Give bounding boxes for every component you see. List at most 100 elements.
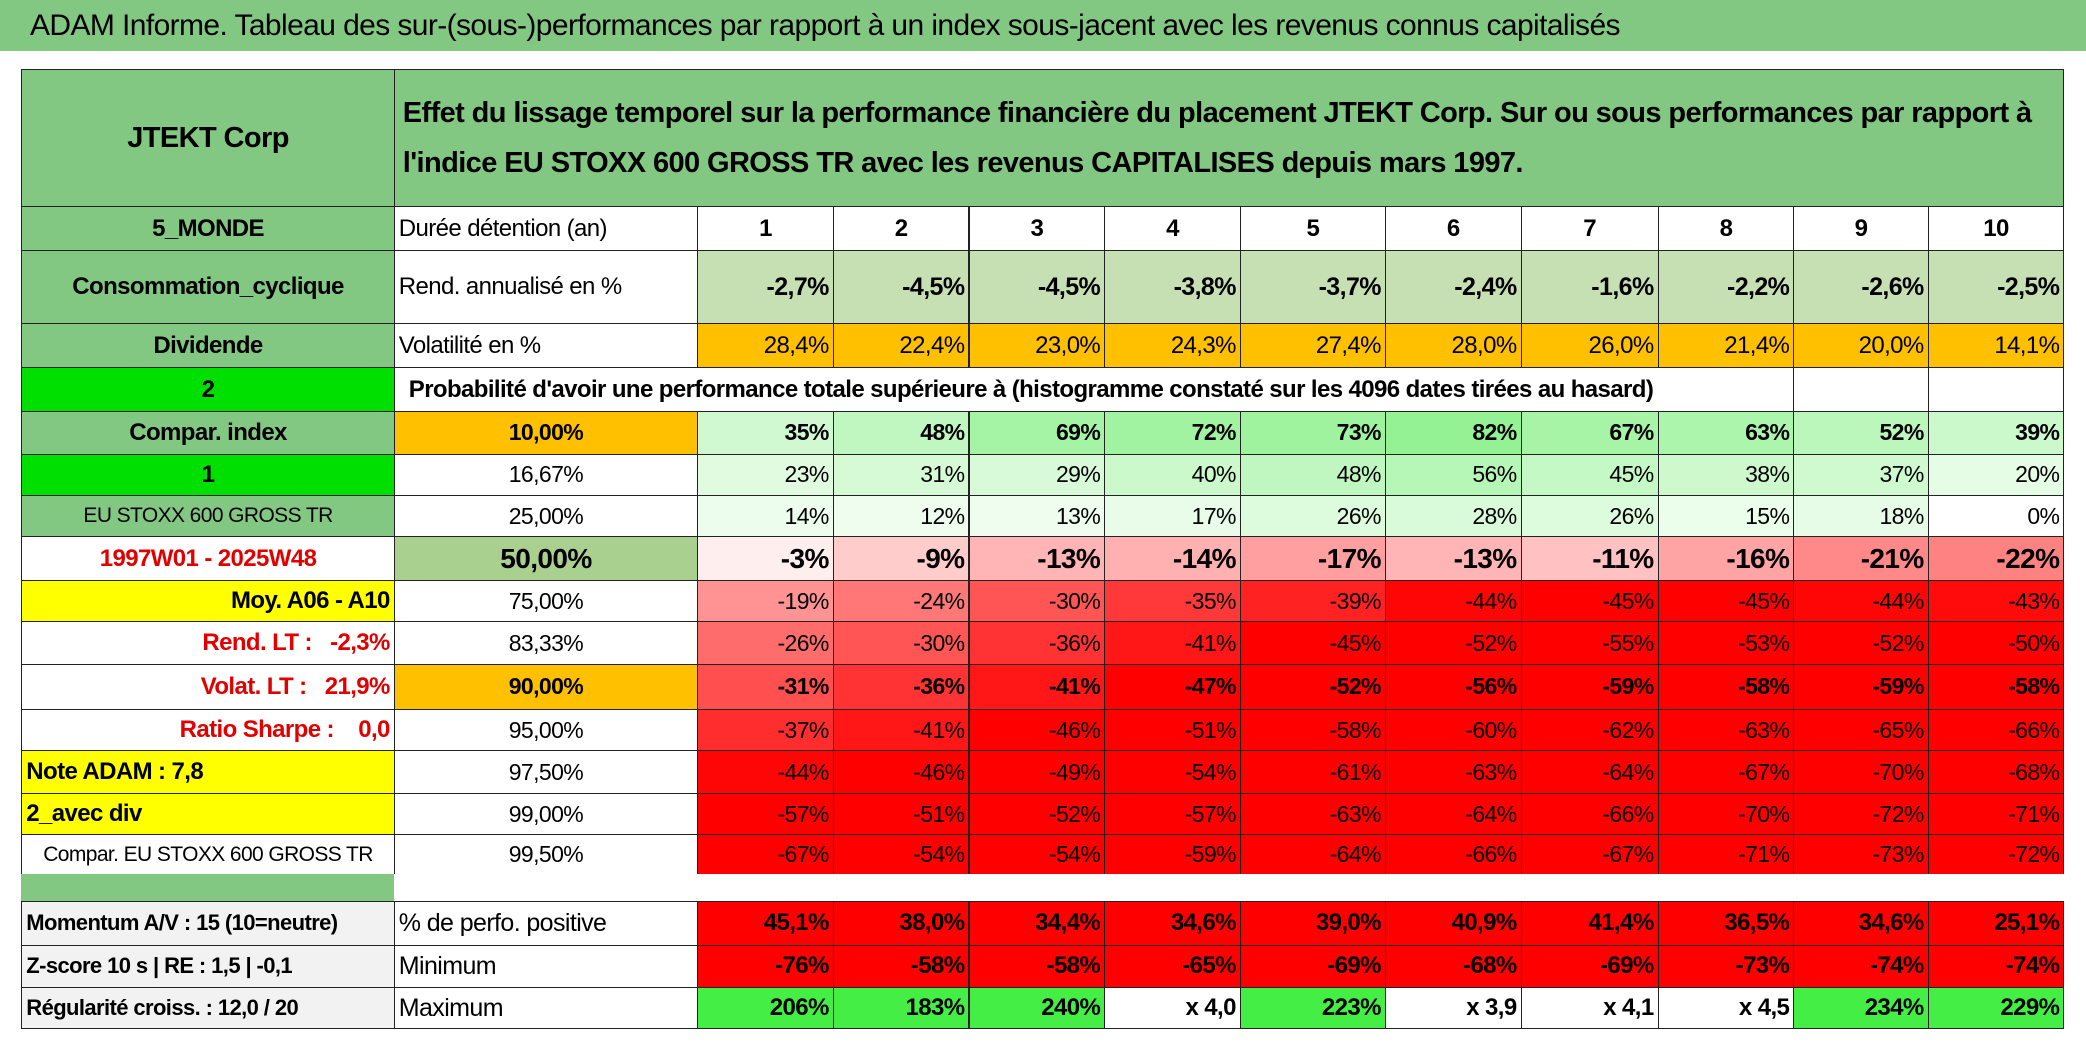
percentile-cell: -68% (1927, 750, 2065, 794)
summary-cell: -58% (832, 944, 970, 989)
side-label: 2 (21, 367, 395, 413)
percentile-cell: -44% (697, 750, 834, 794)
value-cell: -2,7% (697, 250, 834, 325)
percentile-cell: -59% (1793, 663, 1929, 711)
summary-cell: -74% (1793, 944, 1929, 989)
percentile-cell: -67% (697, 834, 834, 876)
percentile-label: 83,33% (393, 621, 699, 665)
percentile-cell: -66% (1927, 709, 2065, 752)
percentile-cell: -61% (1239, 750, 1386, 794)
percentile-cell: -73% (1793, 834, 1929, 876)
percentile-cell: 82% (1384, 411, 1522, 455)
percentile-cell: 28% (1384, 494, 1522, 538)
summary-cell: 234% (1793, 987, 1929, 1030)
side-label: Compar. EU STOXX 600 GROSS TR (21, 834, 395, 876)
percentile-cell: 67% (1520, 411, 1659, 455)
percentile-cell: -52% (1793, 621, 1929, 665)
summary-cell: -69% (1520, 944, 1659, 989)
percentile-cell: -36% (968, 621, 1106, 665)
value-cell: 5 (1239, 206, 1386, 252)
percentile-cell: -54% (968, 834, 1106, 876)
percentile-cell: -63% (1384, 750, 1522, 794)
percentile-cell: -64% (1384, 792, 1522, 836)
percentile-cell: 26% (1239, 494, 1386, 538)
percentile-cell: 39% (1927, 411, 2065, 455)
summary-cell: 38,0% (832, 900, 970, 946)
percentile-cell: 18% (1793, 494, 1929, 538)
percentile-cell: 63% (1657, 411, 1795, 455)
percentile-cell: -30% (968, 580, 1106, 623)
percentile-cell: -70% (1657, 792, 1795, 836)
probability-caption: Probabilité d'avoir une performance tota… (393, 367, 1795, 413)
summary-cell: x 4,0 (1104, 987, 1241, 1030)
side-label: Rend. LT : -2,3% (21, 621, 395, 665)
value-cell: 22,4% (832, 323, 970, 369)
value-cell: 21,4% (1657, 323, 1795, 369)
value-cell: 28,0% (1384, 323, 1522, 369)
percentile-cell: -46% (832, 750, 970, 794)
percentile-label: 75,00% (393, 580, 699, 623)
percentile-cell: -64% (1239, 834, 1386, 876)
row-label: Volatilité en % (393, 323, 699, 369)
percentile-cell: -19% (697, 580, 834, 623)
value-cell: -1,6% (1520, 250, 1659, 325)
summary-cell: -65% (1104, 944, 1241, 989)
percentile-cell: -63% (1239, 792, 1386, 836)
percentile-label: 95,00% (393, 709, 699, 752)
side-label: Consommation_cyclique (21, 250, 395, 325)
percentile-label: 10,00% (393, 411, 699, 455)
summary-cell: 40,9% (1384, 900, 1522, 946)
summary-cell: 240% (968, 987, 1106, 1030)
percentile-label: 50,00% (393, 536, 699, 582)
percentile-cell: -39% (1239, 580, 1386, 623)
value-cell: 10 (1927, 206, 2065, 252)
value-cell: 4 (1104, 206, 1241, 252)
stats-label: Z-score 10 s | RE : 1,5 | -0,1 (21, 944, 395, 989)
summary-cell: 34,6% (1104, 900, 1241, 946)
percentile-cell: 31% (832, 453, 970, 496)
side-label: Moy. A06 - A10 (21, 580, 395, 623)
percentile-cell: -13% (968, 536, 1106, 582)
percentile-cell: -24% (832, 580, 970, 623)
summary-cell: -68% (1384, 944, 1522, 989)
percentile-cell: -58% (1657, 663, 1795, 711)
value-cell: -2,2% (1657, 250, 1795, 325)
summary-cell: -69% (1239, 944, 1386, 989)
percentile-cell: -41% (832, 709, 970, 752)
summary-cell: 45,1% (697, 900, 834, 946)
percentile-cell: -51% (832, 792, 970, 836)
percentile-cell: -54% (1104, 750, 1241, 794)
percentile-cell: -17% (1239, 536, 1386, 582)
side-label: Dividende (21, 323, 395, 369)
percentile-cell: 20% (1927, 453, 2065, 496)
value-cell: -3,8% (1104, 250, 1241, 325)
percentile-cell: -64% (1520, 750, 1659, 794)
percentile-cell: -71% (1927, 792, 2065, 836)
percentile-label: 97,50% (393, 750, 699, 794)
percentile-cell: -55% (1520, 621, 1659, 665)
percentile-cell: -31% (697, 663, 834, 711)
value-cell: -4,5% (968, 250, 1106, 325)
value-cell: -2,4% (1384, 250, 1522, 325)
value-cell: 6 (1384, 206, 1522, 252)
percentile-cell: -36% (832, 663, 970, 711)
percentile-cell: 37% (1793, 453, 1929, 496)
percentile-cell: -41% (1104, 621, 1241, 665)
percentile-cell: 48% (832, 411, 970, 455)
summary-cell: 229% (1927, 987, 2065, 1030)
value-cell: -4,5% (832, 250, 970, 325)
summary-cell: -76% (697, 944, 834, 989)
percentile-cell: -13% (1384, 536, 1522, 582)
percentile-label: 25,00% (393, 494, 699, 538)
percentile-cell: 69% (968, 411, 1106, 455)
percentile-cell: -62% (1520, 709, 1659, 752)
side-label: Compar. index (21, 411, 395, 455)
percentile-cell: -21% (1793, 536, 1929, 582)
summary-cell: 34,6% (1793, 900, 1929, 946)
summary-cell: x 4,1 (1520, 987, 1659, 1030)
percentile-cell: -35% (1104, 580, 1241, 623)
summary-cell: 36,5% (1657, 900, 1795, 946)
percentile-cell: -45% (1520, 580, 1659, 623)
percentile-cell: 40% (1104, 453, 1241, 496)
percentile-cell: -9% (832, 536, 970, 582)
